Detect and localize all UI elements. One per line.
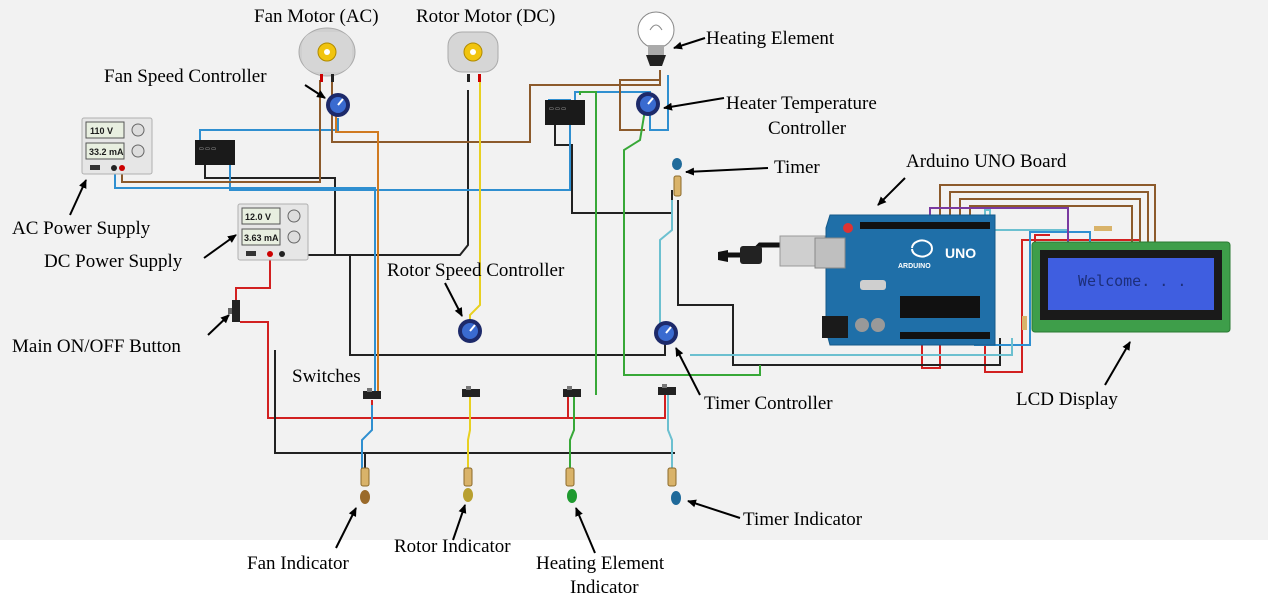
arrow-ac-supply — [69, 179, 87, 216]
label-heater-temp-controller-line1: Heater Temperature — [726, 93, 877, 114]
dc-voltage-knob — [287, 209, 301, 223]
label-heating-indicator-line1: Heating Element — [536, 553, 665, 574]
red-dc-wire — [235, 255, 271, 305]
rotor-motor — [447, 31, 499, 82]
label-dc-power-supply: DC Power Supply — [44, 251, 183, 272]
fan-switch[interactable] — [363, 388, 381, 399]
arduino-model-text: UNO — [945, 245, 976, 261]
arduino-brand-text: ARDUINO — [898, 263, 931, 270]
arrow-rotor-indicator — [452, 504, 467, 541]
label-timer-indicator: Timer Indicator — [743, 509, 863, 530]
heating-indicator-led — [565, 467, 577, 503]
ac-current-readout: 33.2 mA — [89, 147, 124, 157]
timer-switch[interactable] — [658, 384, 676, 395]
arrow-fan-speed-controller — [304, 84, 326, 99]
label-lcd-display: LCD Display — [1016, 389, 1118, 410]
arduino-uno-board: UNO ARDUINO — [814, 214, 996, 346]
purple-arduino-lcd — [929, 207, 1069, 245]
ac-power-supply: 110 V 33.2 mA — [81, 117, 153, 175]
ac-voltage-knob — [131, 123, 145, 137]
arrow-timer-indicator — [687, 499, 741, 519]
relay-2: ▭ ▭ ▭ — [545, 100, 585, 125]
arrow-heating-element — [673, 37, 706, 50]
rotor-switch[interactable] — [462, 386, 480, 397]
heating-element-bulb — [637, 11, 675, 66]
brown-arduino-lcd-2 — [949, 191, 1149, 252]
relay-1: ▭ ▭ ▭ — [195, 140, 235, 165]
label-rotor-speed-controller: Rotor Speed Controller — [387, 260, 565, 281]
label-heating-element: Heating Element — [706, 28, 835, 49]
dc-current-readout: 3.63 mA — [244, 233, 279, 243]
arrow-timer — [685, 167, 769, 176]
black-relay2-wire — [554, 120, 673, 214]
label-rotor-indicator: Rotor Indicator — [394, 536, 511, 557]
arrow-timer-controller — [675, 347, 701, 396]
label-fan-motor: Fan Motor (AC) — [254, 6, 379, 27]
rotor-speed-potentiometer[interactable] — [458, 319, 482, 343]
fan-speed-potentiometer[interactable] — [326, 93, 350, 117]
label-main-button: Main ON/OFF Button — [12, 336, 181, 357]
teal-timer-ctrl — [690, 338, 1013, 356]
lcd-screen-text: Welcome. . . — [1078, 272, 1186, 290]
brown-arduino-lcd-4 — [969, 205, 1133, 252]
main-on-off-button[interactable] — [228, 300, 240, 322]
dc-voltage-readout: 12.0 V — [245, 212, 271, 222]
brown-heater-ctrl — [619, 70, 661, 131]
lcd-display: Welcome. . . — [1022, 226, 1231, 333]
blue-relay-wire — [199, 118, 339, 140]
dc-power-supply: 12.0 V 3.63 mA — [237, 203, 309, 261]
label-fan-indicator: Fan Indicator — [247, 553, 349, 574]
label-switches: Switches — [292, 366, 361, 387]
label-heater-temp-controller-line2: Controller — [768, 118, 847, 139]
label-fan-speed-controller: Fan Speed Controller — [104, 66, 267, 87]
green-heater-ctrl — [623, 109, 761, 376]
timer-potentiometer[interactable] — [654, 321, 678, 345]
black-relay-wire — [204, 165, 336, 255]
heater-switch[interactable] — [563, 386, 581, 397]
ac-voltage-readout: 110 V — [90, 126, 113, 136]
black-ground-bus — [274, 350, 675, 454]
brown-arduino-lcd-1 — [939, 184, 1156, 252]
arrow-fan-indicator — [335, 507, 357, 549]
annotation-arrows — [69, 37, 1131, 554]
brown-ac-wire — [121, 80, 321, 183]
timer-led — [672, 158, 682, 197]
arrow-dc-supply — [203, 234, 237, 259]
label-ac-power-supply: AC Power Supply — [12, 218, 151, 239]
label-arduino-board: Arduino UNO Board — [906, 151, 1067, 172]
green-heater-wire — [569, 91, 597, 470]
svg-text:▭ ▭ ▭: ▭ ▭ ▭ — [199, 146, 216, 152]
switches — [363, 384, 676, 399]
blue-fan-indicator-wire — [361, 190, 376, 470]
red-bus-wire — [240, 321, 666, 419]
arrow-lcd — [1104, 341, 1131, 386]
black-rotor-wire — [349, 255, 666, 356]
svg-text:▭ ▭ ▭: ▭ ▭ ▭ — [549, 106, 566, 112]
label-timer: Timer — [774, 157, 820, 178]
arrow-heating-indicator — [575, 507, 596, 554]
dc-current-knob — [287, 230, 301, 244]
arrow-rotor-speed — [444, 282, 463, 317]
timer-indicator-led — [667, 467, 681, 505]
wires — [114, 70, 1156, 470]
arrow-arduino — [877, 177, 906, 206]
teal-timer-wire — [659, 200, 673, 470]
arrow-main-button — [207, 314, 230, 336]
label-timer-controller: Timer Controller — [704, 393, 833, 414]
usb-cable — [718, 235, 826, 267]
black-dc-wire — [282, 90, 469, 256]
ac-current-knob — [131, 144, 145, 158]
orange-fan-ctrl-wire — [335, 105, 379, 395]
label-rotor-motor: Rotor Motor (DC) — [416, 6, 556, 27]
rotor-indicator-led — [463, 467, 473, 502]
brown-heater-wire — [331, 70, 661, 143]
heater-temperature-potentiometer[interactable] — [636, 92, 660, 116]
arrow-heater-temp-controller — [663, 97, 725, 111]
black-timer-wire — [677, 200, 1001, 366]
fan-indicator-led — [360, 467, 370, 504]
blue-relay2-wire — [229, 99, 571, 191]
label-heating-indicator-line2: Indicator — [570, 577, 639, 598]
fan-motor — [298, 27, 356, 82]
